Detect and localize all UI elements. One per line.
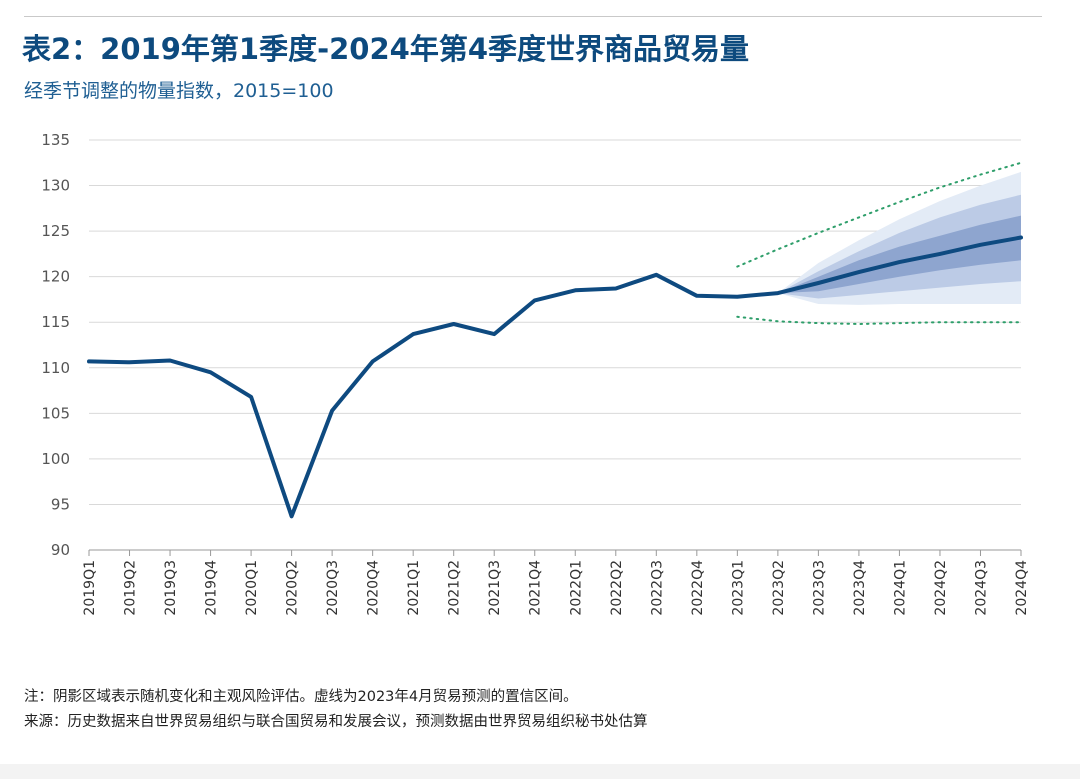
bottom-band [0, 764, 1080, 779]
y-tick-label: 90 [51, 541, 70, 559]
x-tick-label: 2024Q1 [892, 560, 908, 616]
grid-lines [89, 139, 1021, 505]
x-tick-label: 2022Q2 [609, 560, 625, 616]
chart-note: 注：阴影区域表示随机变化和主观风险评估。虚线为2023年4月贸易预测的置信区间。 [24, 689, 578, 705]
x-tick-label: 2022Q3 [649, 560, 665, 616]
y-tick-label: 95 [51, 495, 70, 513]
y-axis-ticks: 90 95 100 105 110 115 120 125 130 135 [41, 131, 70, 559]
x-tick-label: 2019Q2 [123, 560, 139, 616]
y-tick-label: 105 [41, 404, 70, 422]
x-tick-label: 2019Q1 [82, 560, 98, 616]
x-tick-label: 2019Q4 [204, 560, 220, 616]
y-tick-label: 135 [41, 131, 70, 149]
dotted-bound-lower [736, 315, 1022, 326]
x-tick-label: 2021Q1 [406, 560, 422, 616]
top-rule [24, 16, 1042, 17]
trade-volume-series [87, 235, 1023, 519]
chart-source: 来源：历史数据来自世界贸易组织与联合国贸易和发展会议，预测数据由世界贸易组织秘书… [24, 714, 648, 730]
y-tick-label: 100 [41, 450, 70, 468]
x-tick-label: 2022Q1 [568, 560, 584, 616]
y-tick-label: 110 [41, 359, 70, 377]
chart-title: 表2：2019年第1季度-2024年第4季度世界商品贸易量 [22, 32, 749, 66]
fan-bands [777, 171, 1021, 305]
x-tick-label: 2024Q4 [1014, 560, 1030, 616]
x-axis-ticks: 2019Q1 2019Q2 2019Q3 2019Q4 2020Q1 2020Q2 2020… [82, 550, 1030, 616]
confidence-dotted-lines [736, 161, 1022, 326]
x-tick-label: 2020Q4 [366, 560, 382, 616]
x-tick-label: 2024Q3 [974, 560, 990, 616]
series-line [87, 235, 1023, 519]
x-tick-label: 2023Q1 [730, 560, 746, 616]
fan-band-3 [777, 215, 1021, 294]
x-tick-label: 2020Q1 [244, 560, 260, 616]
x-tick-label: 2023Q2 [771, 560, 787, 616]
x-tick-label: 2019Q3 [163, 560, 179, 616]
y-tick-label: 125 [41, 222, 70, 240]
x-tick-label: 2020Q3 [325, 560, 341, 616]
x-tick-label: 2020Q2 [285, 560, 301, 616]
dotted-bound-upper [736, 161, 1022, 268]
x-tick-label: 2024Q2 [933, 560, 949, 616]
y-tick-label: 120 [41, 268, 70, 286]
x-tick-label: 2023Q4 [852, 560, 868, 616]
chart-subtitle: 经季节调整的物量指数，2015=100 [24, 80, 334, 102]
x-tick-label: 2021Q3 [487, 560, 503, 616]
x-tick-label: 2021Q4 [528, 560, 544, 616]
y-tick-label: 115 [41, 313, 70, 331]
x-tick-label: 2023Q3 [811, 560, 827, 616]
x-tick-label: 2022Q4 [690, 560, 706, 616]
y-tick-label: 130 [41, 177, 70, 195]
x-tick-label: 2021Q2 [447, 560, 463, 616]
